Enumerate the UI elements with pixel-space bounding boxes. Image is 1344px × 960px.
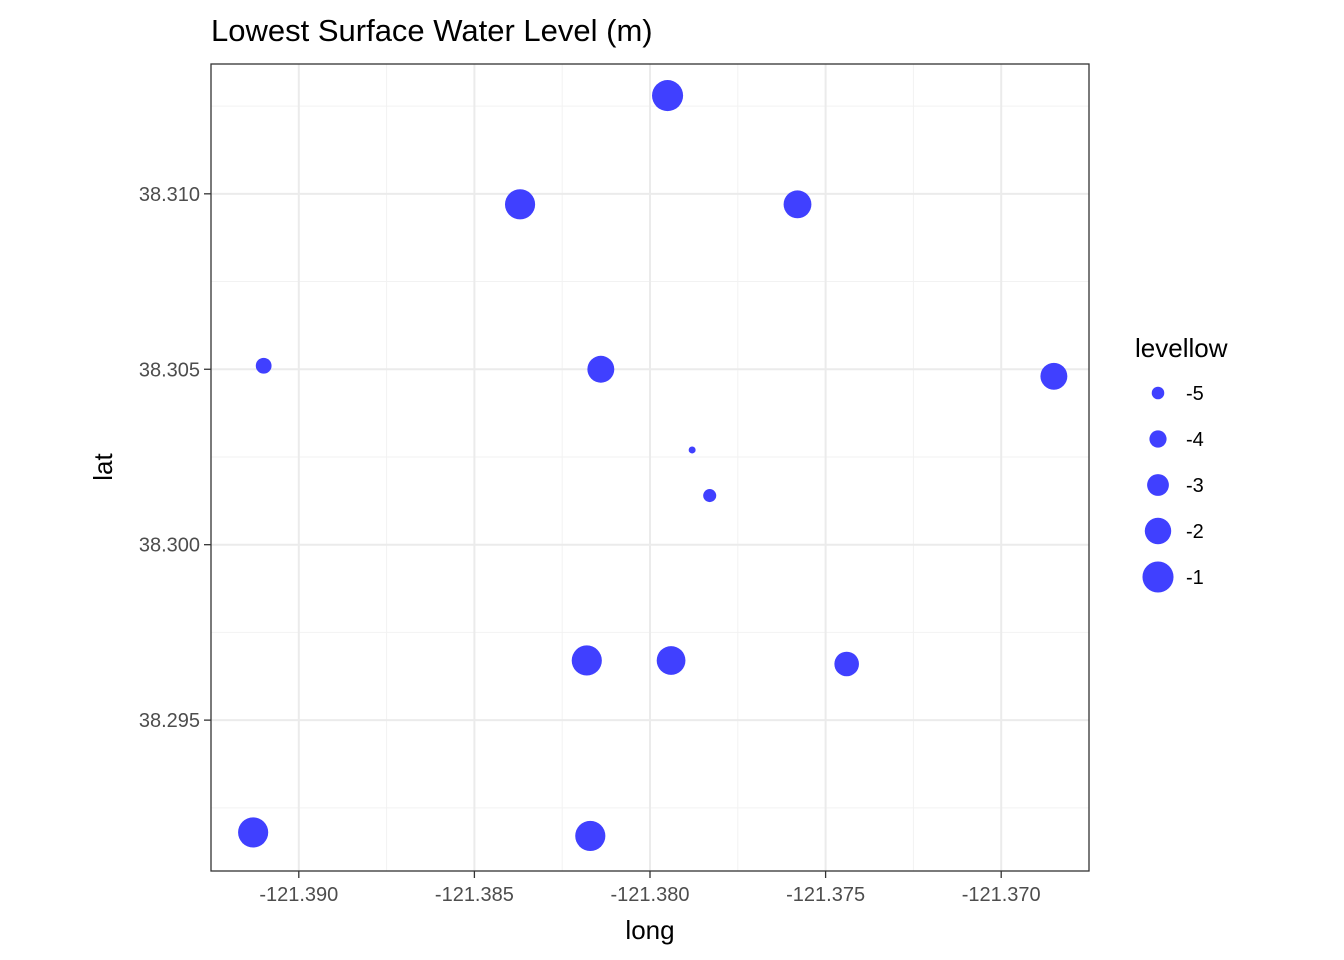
legend-title: levellow: [1135, 333, 1228, 363]
data-point: [587, 355, 615, 383]
major-gridlines: [211, 64, 1089, 871]
data-point: [571, 645, 602, 676]
legend-key-label: -1: [1186, 567, 1204, 589]
data-point: [783, 190, 812, 219]
x-axis-ticks: -121.390 -121.385 -121.380 -121.375 -121.370: [259, 871, 1041, 906]
legend-key-circle: [1144, 517, 1172, 545]
legend-key-label: -3: [1186, 475, 1204, 497]
y-tick-label: 38.300: [139, 535, 200, 557]
data-point: [1040, 362, 1068, 390]
data-point: [652, 80, 684, 112]
legend-key-label: -5: [1186, 383, 1204, 405]
y-tick-label: 38.295: [139, 710, 200, 732]
data-point: [656, 646, 686, 675]
legend-key-circle: [1151, 386, 1165, 400]
x-tick-label: -121.380: [611, 884, 690, 906]
x-tick-label: -121.370: [962, 884, 1041, 906]
x-axis-title: long: [625, 915, 674, 945]
legend-key-circle: [1149, 430, 1167, 448]
y-axis-title: lat: [88, 452, 118, 480]
x-tick-label: -121.375: [786, 884, 865, 906]
legend-key-label: -2: [1186, 521, 1204, 543]
y-axis-ticks: 38.295 38.300 38.305 38.310: [139, 184, 211, 732]
data-point: [834, 651, 859, 677]
data-point: [238, 817, 269, 848]
legend-key-circle: [1142, 561, 1174, 593]
x-tick-label: -121.390: [259, 884, 338, 906]
data-point: [504, 189, 536, 220]
legend: -5 -4 -3 -2 -1: [1142, 383, 1204, 593]
legend-key-label: -4: [1186, 429, 1204, 451]
data-points: [238, 80, 1068, 851]
data-point: [688, 446, 696, 454]
legend-key-circle: [1147, 474, 1169, 496]
y-tick-label: 38.305: [139, 359, 200, 381]
x-tick-label: -121.385: [435, 884, 514, 906]
data-point: [703, 489, 717, 503]
data-point: [255, 357, 272, 374]
y-tick-label: 38.310: [139, 184, 200, 206]
chart-title: Lowest Surface Water Level (m): [211, 13, 653, 48]
data-point: [575, 820, 606, 851]
